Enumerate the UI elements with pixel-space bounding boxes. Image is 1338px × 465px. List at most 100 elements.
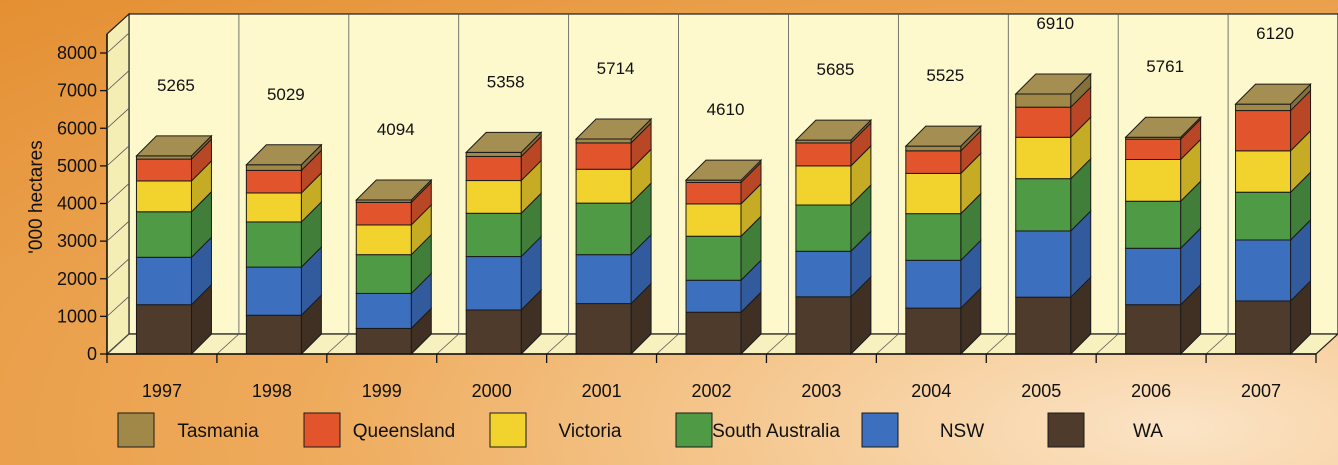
bar-front <box>795 296 852 355</box>
bar-front <box>1125 304 1182 355</box>
floor-gridline <box>766 333 789 355</box>
bar-front <box>355 292 412 329</box>
bar-segment-nsw <box>1015 209 1092 299</box>
floor-gridline <box>1205 333 1229 355</box>
legend-item: WA <box>1047 412 1163 448</box>
bar-segment-tasmania <box>135 134 213 161</box>
legend-label: NSW <box>940 421 984 442</box>
bar-front <box>135 211 192 258</box>
bar-top <box>464 131 543 153</box>
bar-segment-wa <box>905 286 982 356</box>
bar-front <box>245 164 302 171</box>
y-tick-label: 0 <box>87 344 97 364</box>
legend-label: Victoria <box>558 421 621 442</box>
bar-front <box>575 202 632 256</box>
bar-segment-south-australia <box>355 233 432 295</box>
bar-segment-victoria <box>685 182 762 238</box>
y-tick-depth <box>106 296 130 317</box>
bar-segment-south-australia <box>685 215 762 282</box>
y-axis-title: '000 hectares <box>26 140 47 253</box>
bar-segment-south-australia <box>1235 171 1312 242</box>
y-tick-depth <box>106 220 130 242</box>
side-wall <box>106 12 130 356</box>
bar-top <box>574 118 653 140</box>
bar-front <box>685 279 742 313</box>
bar-front <box>575 303 632 355</box>
bar-segment-tasmania <box>355 178 433 204</box>
bar-front <box>685 235 742 281</box>
bar-front <box>575 142 632 170</box>
bar-front <box>905 150 962 174</box>
bar-front <box>245 192 302 223</box>
bar-front <box>1125 158 1182 202</box>
x-tick-label: 2006 <box>1131 381 1171 401</box>
bar-segment-victoria <box>1015 116 1092 180</box>
bar-segment-south-australia <box>1015 157 1092 233</box>
bar-front <box>685 311 742 355</box>
bar-front <box>355 327 412 355</box>
bar-front <box>905 145 962 152</box>
bar-front <box>795 142 852 167</box>
legend: Tasmania Queensland Victoria South Australi… <box>117 412 1163 448</box>
bar-segment-south-australia <box>1125 180 1202 250</box>
x-tick-label: 2002 <box>691 381 731 401</box>
floor-gridline <box>656 333 679 355</box>
bar-front <box>1015 178 1072 232</box>
floor-gridline <box>546 333 569 355</box>
bar-front <box>1235 103 1292 112</box>
bar-top <box>794 119 873 141</box>
bar-segment-queensland <box>1125 117 1202 161</box>
bar-front <box>905 259 962 309</box>
x-tick-label: 2007 <box>1241 381 1281 401</box>
bar-front <box>355 224 412 256</box>
bar-front <box>1125 247 1182 306</box>
bar-front <box>465 212 522 258</box>
bar-segment-victoria <box>1235 129 1312 194</box>
legend-label: Queensland <box>353 421 455 442</box>
bar-front <box>1015 106 1072 138</box>
y-tick-depth <box>106 145 130 167</box>
gridlines <box>216 14 1229 355</box>
bar-total-label: 6120 <box>1256 24 1294 43</box>
bar-front <box>1235 300 1292 355</box>
bar-front <box>1235 110 1292 152</box>
x-tick-label: 2004 <box>911 381 951 401</box>
legend-label: WA <box>1133 421 1163 442</box>
bar-top <box>245 144 323 166</box>
bar-top <box>1124 116 1202 138</box>
y-tick-depth <box>106 333 130 355</box>
y-tick-depth <box>106 258 130 280</box>
bar-segment-nsw <box>685 259 762 314</box>
y-tick-depth <box>106 183 130 204</box>
legend-swatch <box>303 412 341 448</box>
bar-front <box>1015 93 1072 108</box>
bar-segment-tasmania <box>684 158 763 184</box>
y-tick-label: 6000 <box>57 118 97 138</box>
bar-segment-tasmania <box>245 143 323 172</box>
bar-front <box>355 254 412 294</box>
legend-item: NSW <box>861 412 984 448</box>
bar-segment-south-australia <box>135 190 212 259</box>
bar-top <box>355 179 433 201</box>
bar-front <box>135 304 192 355</box>
bar-front <box>795 165 852 206</box>
bar-front <box>245 314 302 355</box>
bar-front <box>245 221 302 268</box>
bar-segment-queensland <box>685 161 762 206</box>
bar-segment-queensland <box>905 129 982 175</box>
bar-front <box>245 266 302 316</box>
bar-segment-wa <box>1015 275 1092 356</box>
x-tick-label: 1997 <box>142 381 182 401</box>
legend-swatch <box>675 412 713 448</box>
bar-front <box>465 151 522 157</box>
bar-segment-victoria <box>1125 138 1202 203</box>
legend-item: Queensland <box>303 412 455 448</box>
bar-segment-wa <box>465 288 542 356</box>
bar-segment-south-australia <box>575 181 652 256</box>
bar-front <box>1235 150 1292 193</box>
bar-segment-queensland <box>795 121 872 168</box>
bar-front <box>1235 239 1292 302</box>
bar-front <box>465 309 522 355</box>
bar-segment-queensland <box>135 137 212 183</box>
floor-gridline <box>1095 333 1119 355</box>
